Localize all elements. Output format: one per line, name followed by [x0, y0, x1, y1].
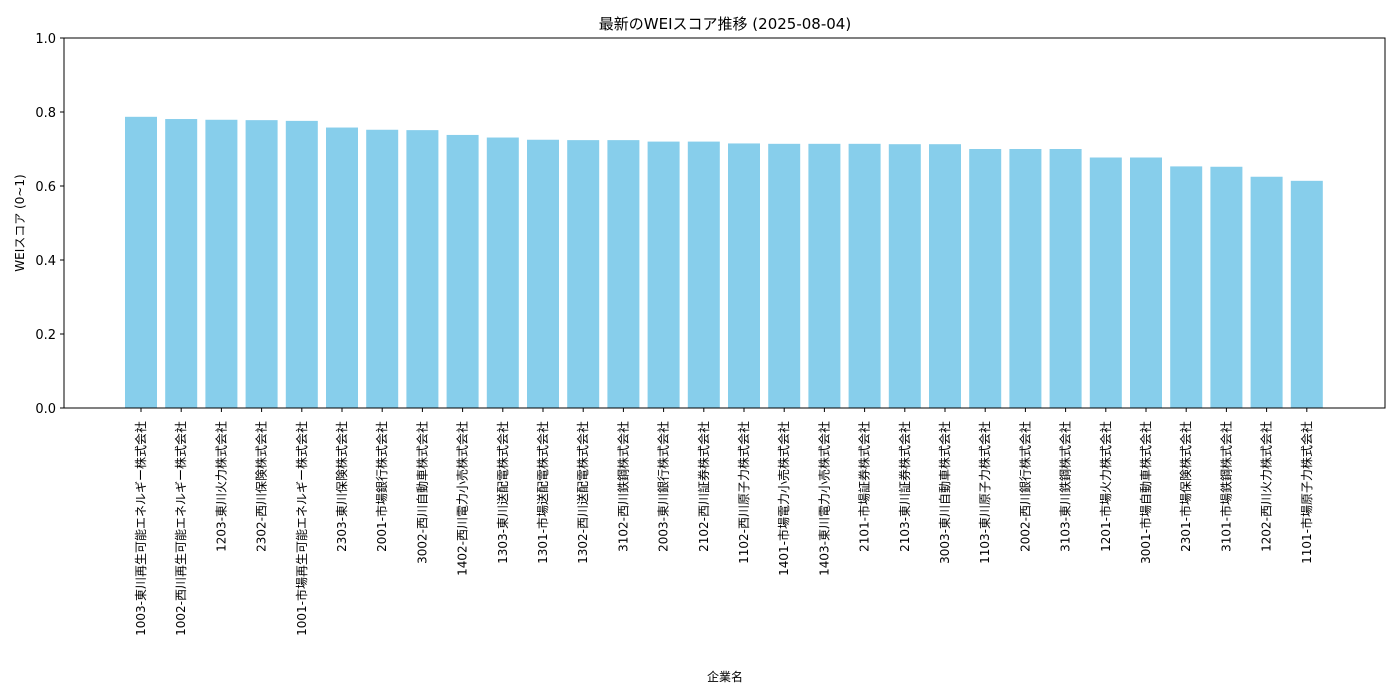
bar: [527, 139, 559, 408]
x-tick-label: 3103-東川鉄鋼株式会社: [1058, 421, 1073, 552]
bar: [1170, 166, 1203, 408]
bar: [929, 144, 961, 408]
bar: [1049, 149, 1082, 408]
plot-frame: [63, 37, 1386, 409]
x-axis-label: 企業名: [707, 669, 743, 684]
bar: [245, 120, 278, 408]
bar: [285, 120, 318, 408]
bar: [728, 143, 760, 408]
x-tick-label: 1203-東川火力株式会社: [213, 421, 228, 552]
x-tick-label: 1301-市場送配電株式会社: [535, 421, 550, 564]
bar: [1130, 157, 1162, 408]
y-axis-ticks: 0.0 0.2 0.4 0.6 0.8 1.0: [35, 32, 64, 417]
x-tick-label: 1303-東川送配電株式会社: [495, 421, 510, 564]
x-tick-label: 2001-市場銀行株式会社: [374, 421, 389, 552]
bar: [687, 141, 720, 408]
bar: [1210, 166, 1243, 408]
x-tick-label: 1202-西川火力株式会社: [1259, 421, 1274, 552]
x-tick-label: 2301-市場保険株式会社: [1178, 421, 1193, 552]
x-tick-label: 1003-東川再生可能エネルギー株式会社: [133, 421, 148, 636]
bar: [1089, 157, 1122, 408]
bar: [848, 143, 881, 408]
y-axis-label: WEIスコア (0~1): [13, 174, 27, 272]
bar: [1250, 176, 1283, 408]
x-tick-label: 2303-東川保険株式会社: [334, 421, 349, 552]
x-tick-label: 1101-市場原子力株式会社: [1299, 421, 1314, 564]
x-tick-label: 3002-西川自動車株式会社: [414, 421, 429, 564]
y-tick-label: 0.2: [35, 328, 56, 343]
y-tick-label: 1.0: [35, 32, 56, 47]
bars-group: [125, 116, 1323, 409]
bar: [808, 143, 841, 408]
x-tick-label: 2102-西川証券株式会社: [696, 421, 711, 552]
x-axis-ticks: 1003-東川再生可能エネルギー株式会社 1002-西川再生可能エネルギー株式会社…: [133, 408, 1314, 636]
x-tick-label: 3003-東川自動車株式会社: [937, 421, 952, 564]
x-tick-label: 1401-市場電力小売株式会社: [776, 421, 791, 576]
bar: [205, 119, 238, 409]
x-tick-label: 2103-東川証券株式会社: [897, 421, 912, 552]
bar: [446, 134, 479, 408]
x-tick-label: 2101-市場証券株式会社: [857, 421, 872, 552]
x-tick-label: 2302-西川保険株式会社: [254, 421, 269, 552]
x-tick-label: 3102-西川鉄鋼株式会社: [615, 421, 630, 552]
x-tick-label: 1001-市場再生可能エネルギー株式会社: [294, 421, 309, 636]
bar: [326, 127, 358, 408]
x-tick-label: 1302-西川送配電株式会社: [575, 421, 590, 564]
x-tick-label: 3101-市場鉄鋼株式会社: [1218, 421, 1233, 552]
bar: [366, 129, 399, 408]
bar: [1009, 149, 1042, 408]
bar: [165, 119, 198, 408]
bar: [888, 144, 921, 408]
x-tick-label: 1403-東川電力小売株式会社: [816, 421, 831, 576]
x-tick-label: 1201-市場火力株式会社: [1098, 421, 1113, 552]
bar: [125, 116, 157, 408]
x-tick-label: 3001-市場自動車株式会社: [1138, 421, 1153, 564]
x-tick-label: 1402-西川電力小売株式会社: [455, 421, 470, 576]
bar: [1290, 180, 1323, 408]
bar: [567, 140, 600, 408]
x-tick-label: 1102-西川原子力株式会社: [736, 421, 751, 564]
bar: [607, 140, 640, 408]
bar: [486, 137, 519, 408]
bar: [406, 130, 439, 408]
y-tick-label: 0.8: [35, 106, 56, 121]
chart-title: 最新のWEIスコア推移 (2025-08-04): [599, 15, 851, 33]
x-tick-label: 1002-西川再生可能エネルギー株式会社: [173, 421, 188, 636]
y-tick-label: 0.4: [35, 254, 56, 269]
bar: [768, 143, 801, 408]
x-tick-label: 1103-東川原子力株式会社: [977, 421, 992, 564]
y-tick-label: 0.0: [35, 402, 56, 417]
x-tick-label: 2003-東川銀行株式会社: [656, 421, 671, 552]
x-tick-label: 2002-西川銀行株式会社: [1017, 421, 1032, 552]
bar: [647, 141, 680, 408]
y-tick-label: 0.6: [35, 180, 56, 195]
bar: [969, 149, 1002, 408]
